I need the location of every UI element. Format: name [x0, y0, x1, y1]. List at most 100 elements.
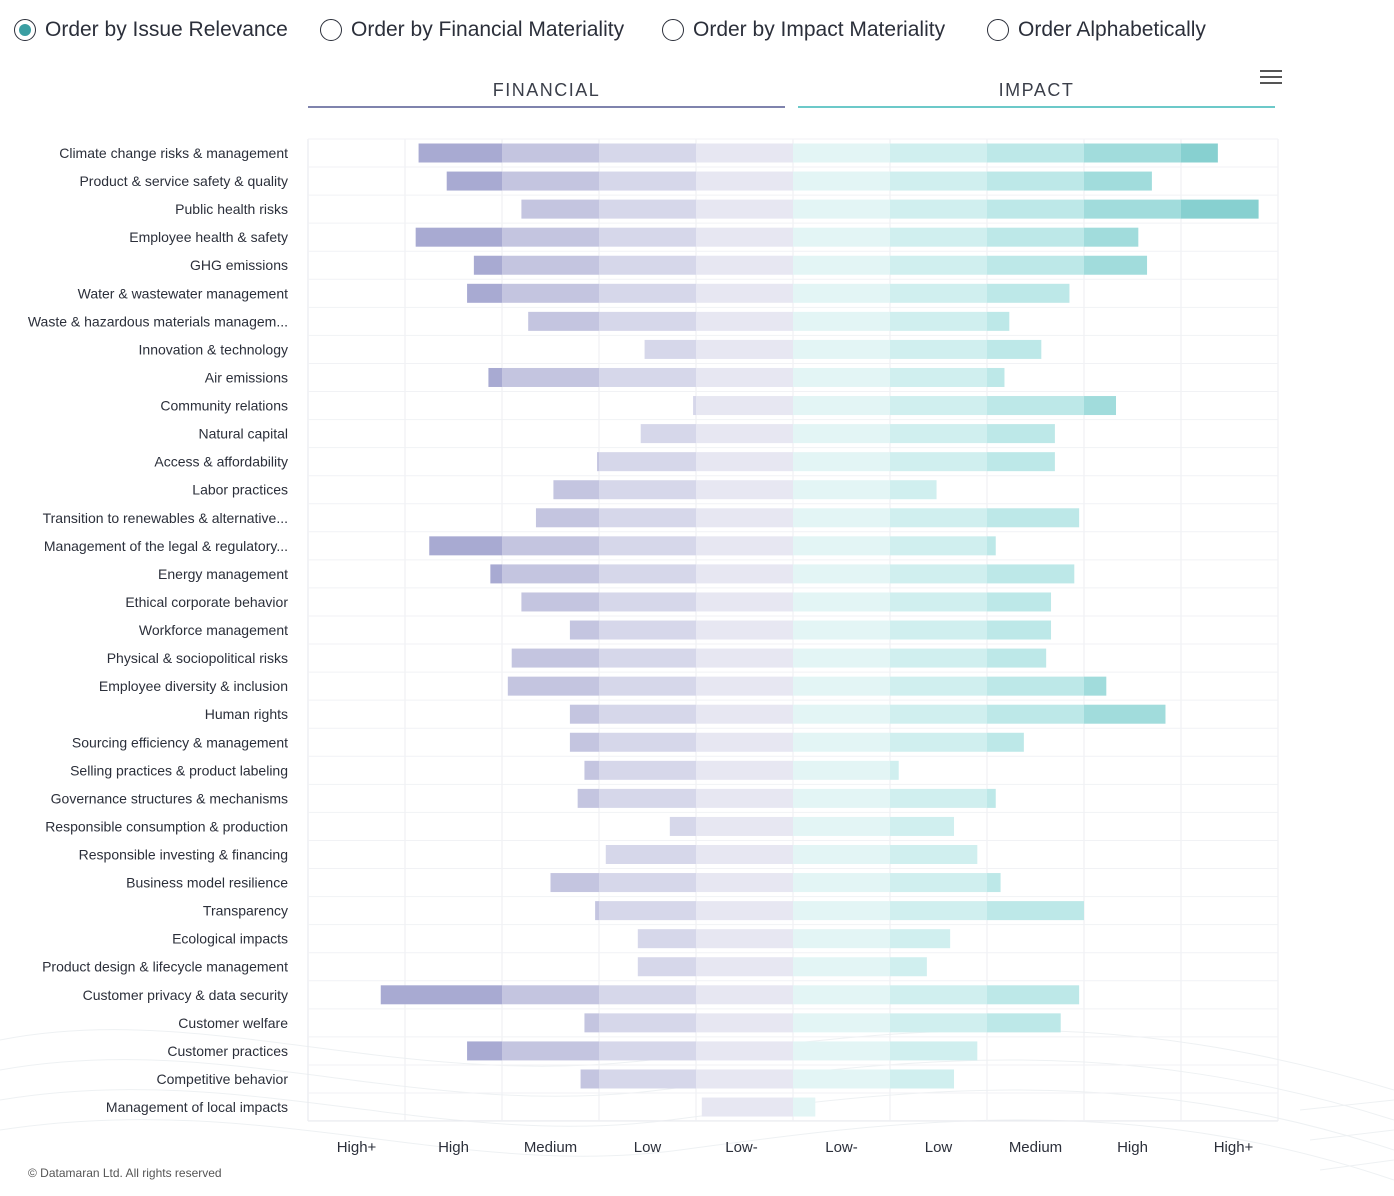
financial-bar-segment: [696, 480, 793, 500]
financial-bar-segment: [605, 845, 696, 864]
category-label: Natural capital: [199, 426, 289, 442]
impact-bar-segment: [793, 367, 890, 387]
radio-order-impact-materiality[interactable]: Order by Impact Materiality: [662, 18, 945, 42]
impact-bar-segment: [987, 339, 1042, 359]
category-label: Transparency: [203, 903, 288, 919]
hamburger-menu-icon[interactable]: [1260, 68, 1282, 86]
impact-bar-segment: [793, 171, 890, 191]
financial-bar-segment: [528, 311, 599, 331]
category-label: Air emissions: [205, 369, 288, 385]
impact-bar-segment: [890, 452, 987, 472]
radio-selected-icon: [14, 19, 36, 41]
impact-bar-segment: [890, 985, 987, 1005]
financial-bar-segment: [696, 424, 793, 444]
financial-bar-segment: [696, 1069, 793, 1089]
financial-bar-segment: [693, 396, 696, 416]
financial-bar-segment: [490, 564, 502, 584]
impact-section-title: IMPACT: [998, 80, 1075, 100]
impact-bar-segment: [793, 760, 890, 780]
financial-bar-segment: [696, 760, 793, 780]
impact-bar-segment: [1084, 704, 1166, 724]
category-label: Workforce management: [139, 622, 288, 638]
radio-unselected-icon: [987, 19, 1009, 41]
radio-order-issue-relevance[interactable]: Order by Issue Relevance: [14, 18, 288, 42]
impact-bar-segment: [793, 1097, 816, 1117]
financial-bar-segment: [584, 1013, 599, 1033]
financial-bar-segment: [599, 1041, 696, 1061]
financial-bar-segment: [696, 929, 793, 949]
impact-bar-segment: [793, 339, 890, 359]
category-label: Selling practices & product labeling: [70, 762, 288, 778]
financial-bar-segment: [696, 985, 793, 1005]
radio-label: Order by Impact Materiality: [693, 18, 946, 41]
impact-bar-segment: [890, 424, 987, 444]
impact-bar-segment: [793, 985, 890, 1005]
category-label: Innovation & technology: [139, 341, 288, 357]
category-label: Employee health & safety: [129, 229, 288, 245]
impact-bar-segment: [987, 676, 1084, 696]
impact-bar-segment: [987, 873, 1001, 893]
financial-bar-segment: [599, 452, 696, 472]
impact-bar-segment: [890, 873, 987, 893]
financial-bar-segment: [415, 227, 502, 247]
impact-bar-segment: [987, 1013, 1061, 1033]
impact-bar-segment: [1084, 199, 1181, 219]
radio-order-alphabetically[interactable]: Order Alphabetically: [987, 18, 1206, 42]
impact-bar-segment: [987, 199, 1084, 219]
impact-bar-segment: [793, 620, 890, 640]
impact-bar-segment: [793, 592, 890, 612]
impact-bar-segment: [1181, 199, 1259, 219]
financial-bar-segment: [637, 957, 696, 977]
financial-bar-segment: [599, 311, 696, 331]
category-label: Customer welfare: [178, 1015, 288, 1031]
financial-bar-segment: [597, 452, 599, 472]
financial-bar-segment: [521, 199, 599, 219]
category-label: Access & affordability: [154, 454, 288, 470]
financial-section-title: FINANCIAL: [492, 80, 601, 100]
financial-bar-segment: [599, 536, 696, 556]
financial-bar-segment: [696, 592, 793, 612]
copyright-text: © Datamaran Ltd. All rights reserved: [28, 1166, 222, 1180]
financial-bar-segment: [502, 171, 599, 191]
category-label: Product & service safety & quality: [79, 173, 288, 189]
impact-bar-segment: [987, 283, 1070, 303]
financial-bar-segment: [599, 227, 696, 247]
impact-bar-segment: [890, 620, 987, 640]
impact-bar-segment: [987, 985, 1080, 1005]
impact-bar-segment: [793, 480, 890, 500]
impact-bar-segment: [793, 255, 890, 275]
financial-bar-segment: [696, 143, 793, 163]
impact-bar-segment: [987, 788, 996, 808]
impact-underline: [798, 106, 1275, 108]
financial-bar-segment: [696, 732, 793, 752]
financial-bar-segment: [696, 255, 793, 275]
impact-axis-tick-label: High: [1117, 1139, 1148, 1156]
impact-bar-segment: [890, 255, 987, 275]
financial-bar-segment: [599, 676, 696, 696]
financial-bar-segment: [696, 957, 793, 977]
impact-bar-segment: [1084, 227, 1139, 247]
impact-bar-segment: [793, 873, 890, 893]
radio-order-financial-materiality[interactable]: Order by Financial Materiality: [320, 18, 624, 42]
financial-bar-segment: [696, 816, 793, 836]
impact-bar-segment: [890, 396, 987, 416]
impact-bar-segment: [890, 143, 987, 163]
category-label: Customer practices: [167, 1043, 288, 1059]
ordering-radio-group: Order by Issue Relevance Order by Financ…: [14, 18, 1314, 48]
financial-bar-segment: [467, 283, 502, 303]
financial-bar-segment: [696, 536, 793, 556]
impact-bar-segment: [987, 592, 1052, 612]
impact-bar-segment: [793, 508, 890, 528]
financial-bar-segment: [502, 367, 599, 387]
impact-bar-segment: [793, 199, 890, 219]
financial-bar-segment: [599, 1069, 696, 1089]
category-label: Ethical corporate behavior: [125, 594, 288, 610]
financial-bar-segment: [502, 255, 599, 275]
financial-bar-segment: [696, 339, 793, 359]
impact-axis-tick-label: High+: [1214, 1139, 1254, 1156]
category-label: Waste & hazardous materials managem...: [28, 313, 288, 329]
financial-bar-segment: [696, 648, 793, 668]
financial-bar-segment: [569, 732, 599, 752]
financial-bar-segment: [599, 283, 696, 303]
impact-bar-segment: [890, 957, 927, 977]
